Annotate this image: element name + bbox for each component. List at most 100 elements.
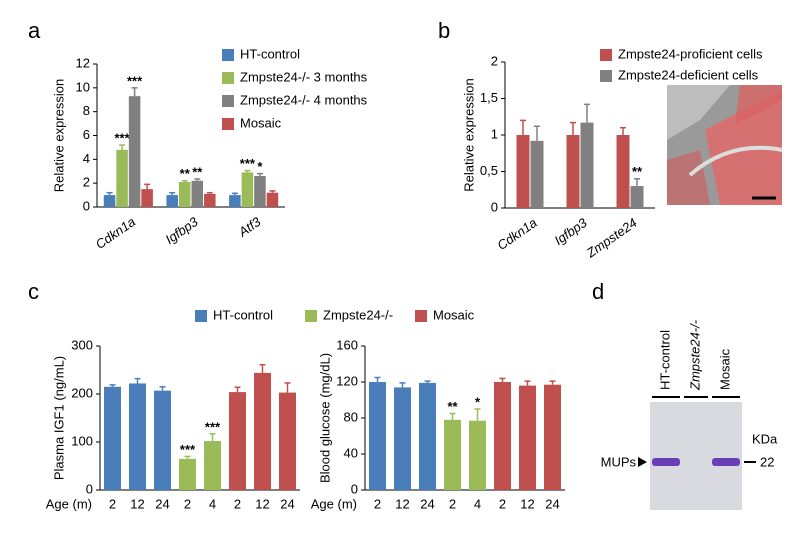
x-tick-label: Atf3 <box>235 214 264 241</box>
x-tick-label: 12 <box>395 496 409 511</box>
panel-label: a <box>28 18 41 43</box>
bar <box>229 195 241 207</box>
bar <box>178 181 191 207</box>
gel <box>638 396 756 510</box>
y-tick-label: 0 <box>351 481 358 496</box>
bar <box>141 189 153 207</box>
y-tick-label: 40 <box>344 445 358 460</box>
significance: *** <box>127 73 143 88</box>
y-axis-title: Relative expression <box>461 78 476 191</box>
x-tick-label: 12 <box>520 496 534 511</box>
y-tick-label: 0 <box>83 198 90 213</box>
y-tick-label: 300 <box>71 337 93 352</box>
y-axis-title: Blood glucose (mg/dL) <box>317 353 332 483</box>
bar <box>419 382 436 490</box>
bar <box>394 387 411 490</box>
bar <box>266 192 279 207</box>
bar <box>469 420 486 490</box>
bar <box>204 441 221 490</box>
bar <box>444 419 461 490</box>
y-tick-label: 10 <box>76 79 90 94</box>
y-tick-label: 12 <box>76 55 90 70</box>
bar <box>519 385 536 490</box>
lane-label: Zmpste24-/- <box>687 319 702 391</box>
significance: *** <box>114 130 130 145</box>
panel-label: c <box>28 279 39 304</box>
x-axis-title: Age (m) <box>46 496 92 511</box>
marker-label: 22 <box>760 454 774 469</box>
bar <box>116 149 128 207</box>
unit-label: KDa <box>752 431 778 446</box>
x-tick-label: Zmpste24 <box>583 215 640 261</box>
significance: ** <box>192 164 203 179</box>
y-tick-label: 8 <box>83 103 90 118</box>
legend-label: Mosaic <box>433 307 475 322</box>
legend-label: Zmpste24-proficient cells <box>618 46 763 61</box>
x-tick-label: 2 <box>184 496 191 511</box>
x-axis-title: Age (m) <box>311 496 357 511</box>
legend-label: Zmpste24-deficient cells <box>618 67 759 82</box>
y-tick-label: 2 <box>491 53 498 68</box>
y-tick-label: 0 <box>491 199 498 214</box>
bar <box>530 140 544 208</box>
panel-label: b <box>438 18 450 43</box>
y-tick-label: 6 <box>83 127 90 142</box>
x-tick-label: Igfbp3 <box>551 215 590 248</box>
x-tick-label: 2 <box>449 496 456 511</box>
band-label: MUPs <box>601 454 637 469</box>
x-tick-label: 2 <box>234 496 241 511</box>
significance: *** <box>205 419 221 434</box>
micrograph <box>667 85 783 205</box>
bar <box>166 195 178 207</box>
panel-label: d <box>592 279 604 304</box>
y-tick-label: 100 <box>71 433 93 448</box>
significance: *** <box>240 156 256 171</box>
bar <box>241 172 254 207</box>
x-tick-label: 24 <box>155 496 169 511</box>
legend-label: Zmpste24-/- 3 months <box>240 69 368 84</box>
bar <box>580 122 594 208</box>
y-tick-label: 1,5 <box>480 90 498 105</box>
y-axis-title: Plasma IGF1 (ng/mL) <box>51 356 66 480</box>
x-tick-label: 4 <box>474 496 481 511</box>
y-tick-label: 200 <box>71 385 93 400</box>
x-tick-label: 24 <box>420 496 434 511</box>
legend-label: HT-control <box>240 46 300 61</box>
x-tick-label: 2 <box>374 496 381 511</box>
y-tick-label: 4 <box>83 151 90 166</box>
legend-swatch <box>222 49 234 61</box>
x-tick-label: 24 <box>545 496 559 511</box>
bar <box>279 392 296 490</box>
legend-swatch <box>222 95 234 107</box>
legend-swatch <box>305 310 317 322</box>
y-tick-label: 160 <box>336 337 358 352</box>
bar <box>254 372 271 490</box>
x-tick-label: 24 <box>280 496 294 511</box>
lane-label: Mosaic <box>717 348 732 390</box>
y-tick-label: 2 <box>83 175 90 190</box>
bar <box>516 135 530 208</box>
bar <box>129 383 146 490</box>
bar <box>103 195 116 207</box>
legend-label: Mosaic <box>240 115 282 130</box>
legend-swatch <box>222 72 234 84</box>
bar <box>128 96 141 207</box>
bar <box>616 135 630 208</box>
significance: ** <box>180 166 191 181</box>
legend-swatch <box>222 118 234 130</box>
bar <box>544 384 561 490</box>
legend-swatch <box>600 70 612 82</box>
legend-label: HT-control <box>213 307 273 322</box>
x-tick-label: Cdkn1a <box>494 215 539 253</box>
x-tick-label: 2 <box>499 496 506 511</box>
significance: ** <box>632 164 643 179</box>
x-tick-label: 2 <box>109 496 116 511</box>
bar <box>179 458 196 490</box>
bar <box>104 386 121 490</box>
legend-swatch <box>195 310 207 322</box>
legend-label: Zmpste24-/- 4 months <box>240 92 368 107</box>
significance: * <box>475 394 481 409</box>
y-tick-label: 80 <box>344 409 358 424</box>
legend-swatch <box>600 49 612 61</box>
